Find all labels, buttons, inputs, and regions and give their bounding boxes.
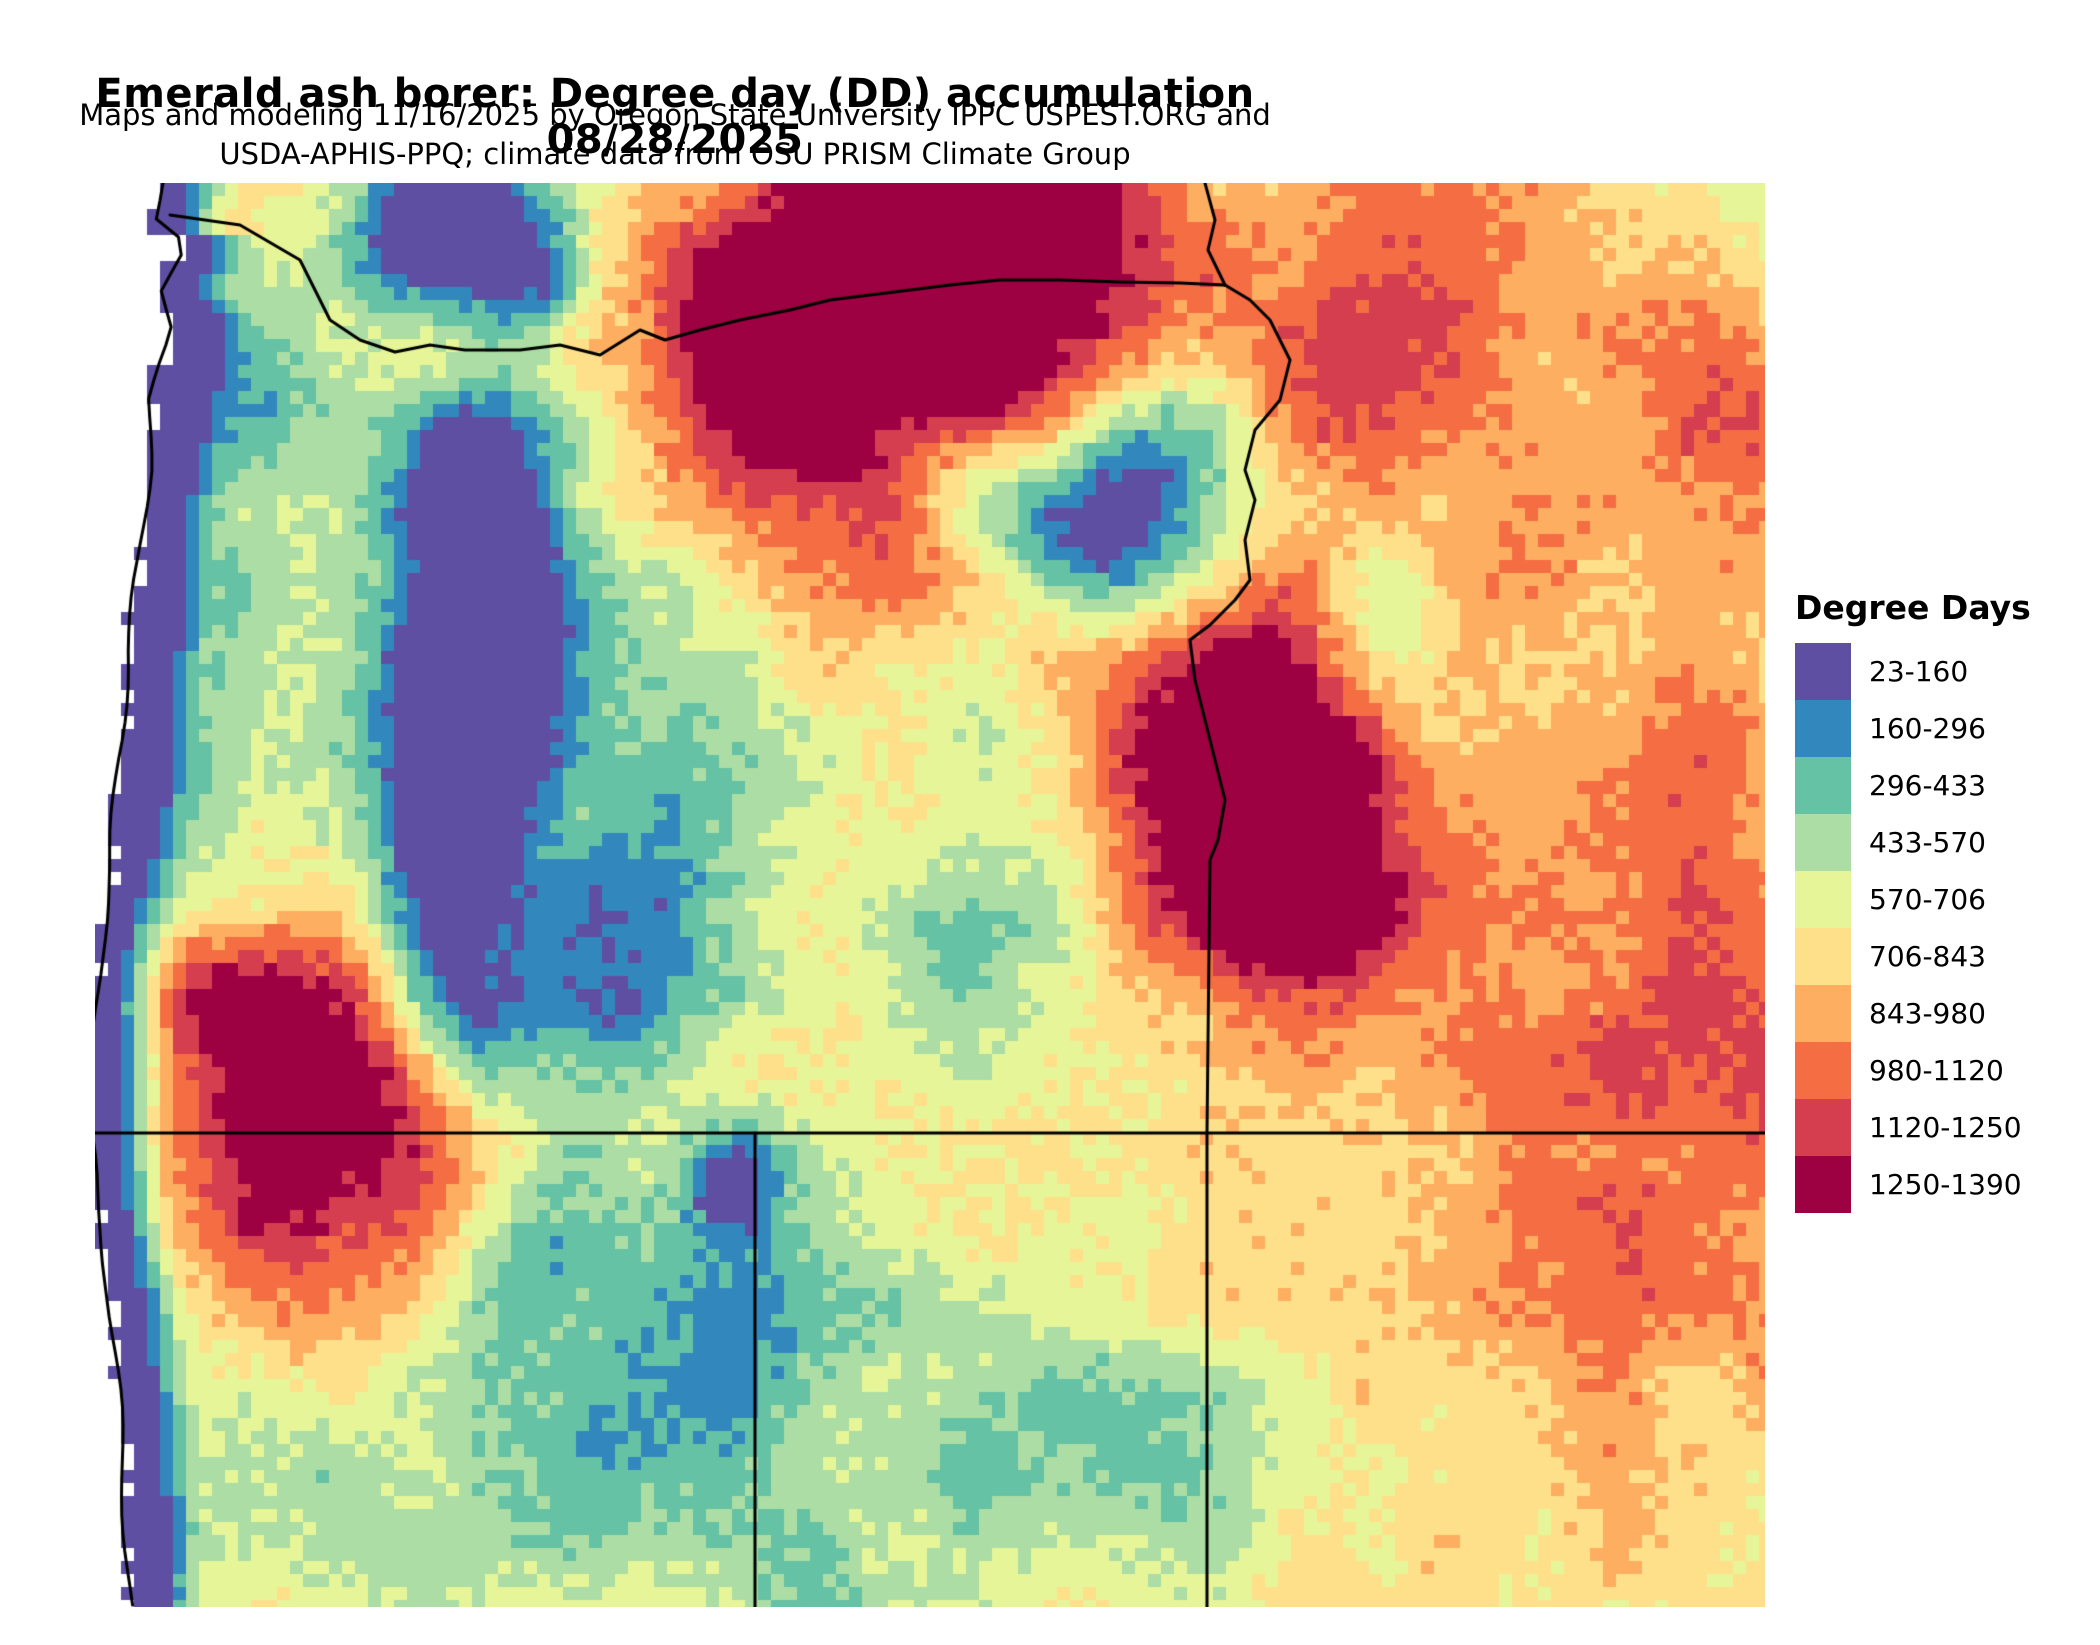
legend-row: 296-433 — [1795, 757, 2095, 814]
legend-swatch — [1795, 985, 1851, 1042]
subtitle-line-1: Maps and modeling 11/16/2025 by Oregon S… — [79, 98, 1271, 132]
degree-day-map-canvas — [95, 183, 1765, 1607]
subtitle-line-2: USDA-APHIS-PPQ; climate data from OSU PR… — [219, 136, 1131, 171]
legend-row: 1120-1250 — [1795, 1099, 2095, 1156]
legend-label: 160-296 — [1869, 712, 1986, 745]
legend-rows: 23-160 160-296 296-433 433-570 570-706 706-84… — [1795, 643, 2095, 1213]
legend-label: 433-570 — [1869, 826, 1986, 859]
legend-row: 570-706 — [1795, 871, 2095, 928]
legend-swatch — [1795, 814, 1851, 871]
legend-label: 706-843 — [1869, 940, 1986, 973]
legend-swatch — [1795, 643, 1851, 700]
map-region — [95, 183, 1765, 1607]
legend: Degree Days 23-160 160-296 296-433 433-570 5… — [1795, 588, 2095, 1213]
legend-swatch — [1795, 928, 1851, 985]
legend-label: 23-160 — [1869, 655, 1969, 688]
legend-row: 160-296 — [1795, 700, 2095, 757]
legend-title: Degree Days — [1795, 588, 2031, 627]
legend-swatch — [1795, 700, 1851, 757]
figure-subtitle: Maps and modeling 11/16/2025 by Oregon S… — [0, 96, 1350, 173]
legend-row: 1250-1390 — [1795, 1156, 2095, 1213]
legend-label: 980-1120 — [1869, 1054, 2004, 1087]
legend-row: 433-570 — [1795, 814, 2095, 871]
legend-label: 843-980 — [1869, 997, 1986, 1030]
legend-label: 1120-1250 — [1869, 1111, 2022, 1144]
figure-title: Emerald ash borer: Degree day (DD) accum… — [95, 70, 1255, 163]
legend-swatch — [1795, 1156, 1851, 1213]
legend-swatch — [1795, 1099, 1851, 1156]
legend-row: 843-980 — [1795, 985, 2095, 1042]
legend-label: 296-433 — [1869, 769, 1986, 802]
legend-label: 1250-1390 — [1869, 1168, 2022, 1201]
legend-swatch — [1795, 871, 1851, 928]
legend-row: 23-160 — [1795, 643, 2095, 700]
legend-row: 706-843 — [1795, 928, 2095, 985]
legend-label: 570-706 — [1869, 883, 1986, 916]
legend-swatch — [1795, 757, 1851, 814]
legend-swatch — [1795, 1042, 1851, 1099]
legend-row: 980-1120 — [1795, 1042, 2095, 1099]
